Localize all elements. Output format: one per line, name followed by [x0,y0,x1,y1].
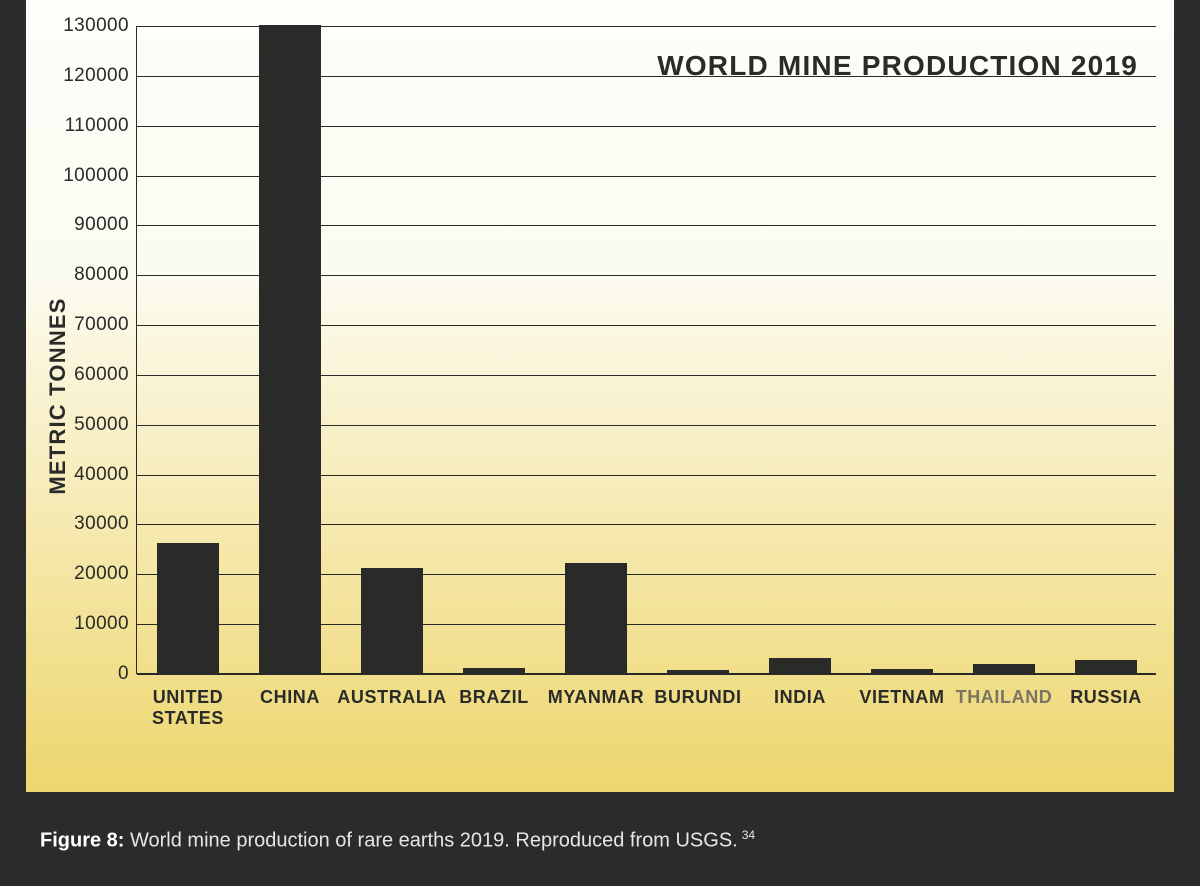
y-tick-label: 90000 [74,214,129,236]
page-root: METRIC TONNES WORLD MINE PRODUCTION 2019… [0,0,1200,886]
x-tick-label: RUSSIA [1070,687,1142,708]
caption-footnote: 34 [742,828,755,842]
y-tick-label: 40000 [74,464,129,486]
x-tick-label: VIETNAM [859,687,944,708]
x-tick-label: THAILAND [956,687,1053,708]
y-tick-label: 120000 [63,65,129,87]
y-tick-label: 30000 [74,513,129,535]
y-tick-label: 20000 [74,563,129,585]
bar [667,670,728,673]
caption-label: Figure 8: [40,830,124,852]
bar [157,543,218,673]
y-axis-label: METRIC TONNES [45,297,71,494]
gridline [137,674,1156,675]
bar [565,563,626,673]
chart-card: METRIC TONNES WORLD MINE PRODUCTION 2019… [26,0,1174,792]
y-tick-label: 80000 [74,264,129,286]
plot-area: WORLD MINE PRODUCTION 2019 0100002000030… [136,26,1156,674]
bar [361,568,422,673]
y-tick-label: 70000 [74,314,129,336]
y-tick-label: 50000 [74,414,129,436]
bar [769,658,830,673]
x-tick-label: UNITED STATES [152,687,224,728]
y-tick-label: 0 [118,663,129,685]
y-tick-label: 100000 [63,165,129,187]
bar [871,669,932,673]
x-tick-label: INDIA [774,687,826,708]
y-tick-label: 60000 [74,364,129,386]
bar [1075,660,1136,673]
x-tick-label: MYANMAR [548,687,645,708]
y-tick-label: 10000 [74,613,129,635]
bar [463,668,524,673]
x-tick-label: BRAZIL [459,687,529,708]
chart-title: WORLD MINE PRODUCTION 2019 [657,50,1138,82]
bar [973,664,1034,673]
caption-text: World mine production of rare earths 201… [124,830,737,852]
x-tick-label: BURUNDI [654,687,741,708]
bar [259,25,320,673]
y-tick-label: 110000 [65,115,129,137]
y-tick-label: 130000 [63,15,129,37]
x-tick-label: CHINA [260,687,320,708]
figure-caption: Figure 8: World mine production of rare … [40,828,755,853]
x-tick-label: AUSTRALIA [337,687,446,708]
